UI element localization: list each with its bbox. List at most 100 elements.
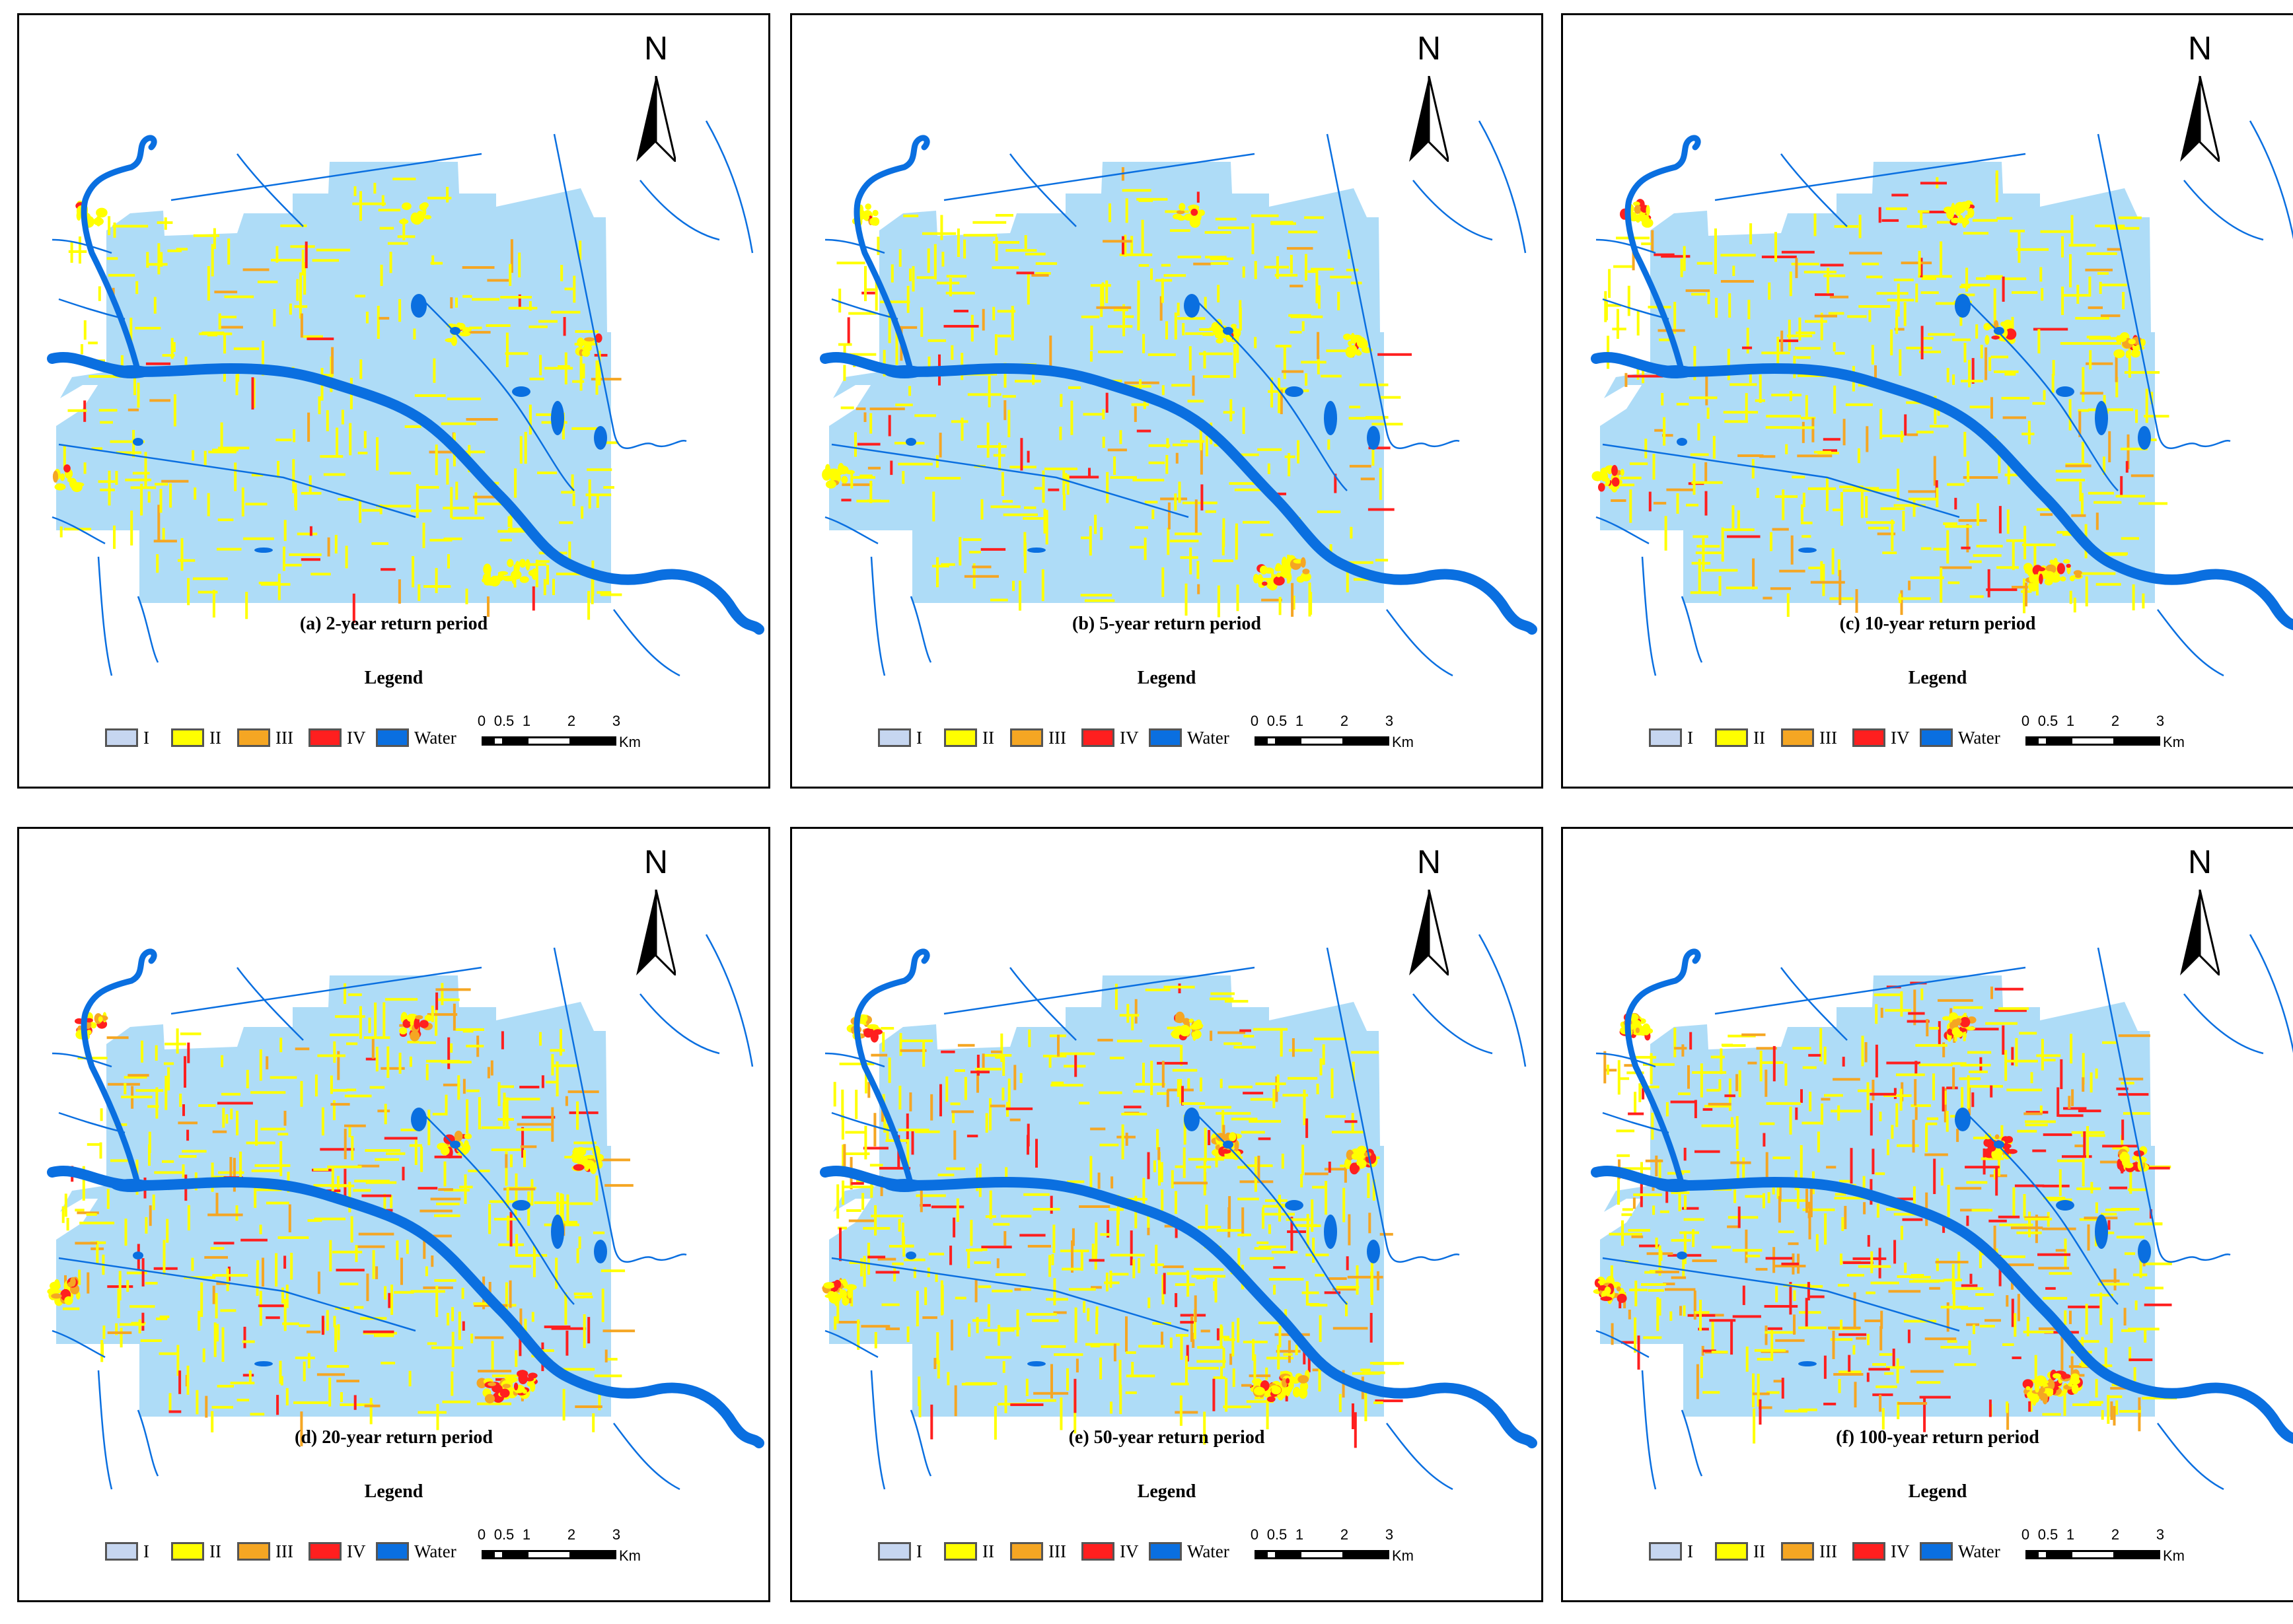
- risk-cell: [950, 1102, 961, 1106]
- risk-cell: [1702, 538, 1705, 572]
- risk-cell: [321, 1316, 324, 1335]
- risk-cell: [1714, 228, 1717, 258]
- risk-cell: [1963, 343, 1967, 363]
- risk-cell: [331, 347, 334, 374]
- risk-cell: [1745, 1346, 1749, 1372]
- risk-hotspot: [441, 1146, 450, 1156]
- risk-cell: [1142, 334, 1146, 353]
- risk-cell: [1179, 1078, 1183, 1104]
- risk-cell: [242, 268, 270, 271]
- risk-cell: [569, 1202, 593, 1205]
- risk-hotspot: [414, 1018, 419, 1030]
- risk-cell: [1627, 374, 1663, 378]
- risk-cell: [1920, 326, 1924, 360]
- risk-cell: [418, 1411, 447, 1414]
- risk-cell: [2060, 342, 2096, 345]
- risk-cell: [1344, 1163, 1347, 1183]
- risk-cell: [2135, 409, 2138, 423]
- risk-cell: [1706, 1088, 1720, 1092]
- risk-cell: [1747, 1061, 1757, 1065]
- risk-cell: [1236, 584, 1239, 612]
- risk-cell: [1891, 1125, 1894, 1139]
- risk-cell: [359, 191, 362, 221]
- risk-cell: [995, 236, 998, 262]
- risk-cell: [196, 1390, 199, 1415]
- risk-hotspot: [2042, 1393, 2048, 1405]
- risk-cell: [2065, 464, 2092, 468]
- risk-cell: [2125, 1252, 2135, 1255]
- risk-cell: [382, 1002, 386, 1038]
- risk-cell: [323, 473, 346, 476]
- risk-cell: [372, 1250, 375, 1279]
- risk-cell: [1766, 1391, 1780, 1394]
- risk-cell: [1742, 1285, 1745, 1306]
- risk-cell: [1930, 425, 1949, 428]
- risk-cell: [527, 1191, 530, 1226]
- risk-cell: [1288, 1049, 1313, 1052]
- risk-cell: [895, 326, 918, 329]
- risk-cell: [210, 1247, 225, 1250]
- risk-cell: [2121, 1329, 2136, 1332]
- risk-cell: [1885, 1008, 1912, 1012]
- risk-cell: [1099, 1143, 1119, 1147]
- risk-cell: [839, 1227, 842, 1261]
- risk-cell: [1258, 1137, 1271, 1141]
- risk-cell: [994, 334, 998, 355]
- risk-cell: [1130, 546, 1145, 549]
- risk-cell: [2058, 1169, 2062, 1196]
- risk-cell: [937, 1360, 940, 1379]
- risk-cell: [1842, 1057, 1845, 1067]
- risk-cell: [259, 1049, 262, 1081]
- legend-swatch: [1149, 1542, 1182, 1561]
- risk-cell: [1100, 1233, 1110, 1236]
- risk-cell: [455, 481, 458, 500]
- risk-cell: [1691, 561, 1711, 565]
- risk-cell: [1966, 1215, 1969, 1226]
- risk-cell: [1805, 320, 1827, 323]
- risk-cell: [1042, 1055, 1067, 1058]
- risk-cell: [937, 281, 960, 285]
- risk-cell: [1021, 1288, 1031, 1291]
- risk-cell: [572, 493, 575, 507]
- risk-cell: [159, 1352, 178, 1355]
- risk-cell: [1838, 1379, 1841, 1394]
- risk-cell: [1704, 462, 1708, 483]
- risk-cell: [2085, 1304, 2088, 1335]
- risk-cell: [572, 380, 585, 383]
- risk-cell: [1290, 285, 1303, 288]
- risk-cell: [334, 1325, 338, 1352]
- risk-cell: [402, 218, 406, 240]
- risk-cell: [2100, 314, 2121, 318]
- risk-cell: [507, 528, 528, 531]
- risk-cell: [521, 1115, 556, 1119]
- risk-cell: [873, 1113, 877, 1147]
- risk-cell: [205, 1395, 208, 1418]
- legend-label: IV: [347, 1541, 366, 1561]
- risk-cell: [1311, 267, 1334, 271]
- risk-cell: [1340, 1164, 1350, 1168]
- risk-cell: [336, 427, 339, 456]
- north-label: N: [1416, 843, 1441, 880]
- risk-hotspot: [1170, 1032, 1181, 1036]
- risk-cell: [901, 1222, 904, 1246]
- risk-cell: [550, 1049, 565, 1052]
- risk-cell: [1233, 344, 1236, 378]
- risk-cell: [442, 1400, 470, 1403]
- risk-hotspot: [822, 468, 830, 479]
- risk-cell: [1066, 1368, 1069, 1391]
- risk-cell: [1922, 337, 1934, 340]
- risk-cell: [78, 1269, 81, 1285]
- risk-cell: [2002, 1343, 2014, 1346]
- risk-hotspot: [1348, 345, 1358, 356]
- risk-cell: [245, 503, 268, 506]
- legend-swatch: [237, 1542, 270, 1561]
- risk-cell: [881, 1027, 894, 1030]
- risk-cell: [1808, 1205, 1811, 1240]
- risk-cell: [1781, 250, 1815, 254]
- risk-cell: [1254, 1156, 1257, 1192]
- risk-cell: [974, 1279, 978, 1302]
- risk-cell: [863, 412, 867, 422]
- risk-cell: [379, 227, 394, 230]
- risk-cell: [1229, 1353, 1233, 1365]
- risk-cell: [1858, 215, 1862, 238]
